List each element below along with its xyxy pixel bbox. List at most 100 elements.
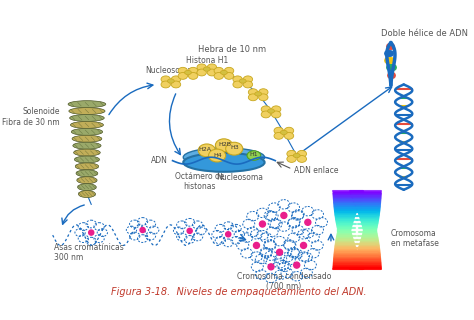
Text: Figura 3-18.  Niveles de empaquetamiento del ADN.: Figura 3-18. Niveles de empaquetamiento … — [110, 287, 366, 297]
Ellipse shape — [73, 142, 101, 149]
Ellipse shape — [161, 76, 171, 83]
Ellipse shape — [171, 76, 181, 83]
Ellipse shape — [73, 142, 101, 149]
Ellipse shape — [71, 122, 103, 128]
Ellipse shape — [268, 109, 274, 113]
Circle shape — [294, 262, 300, 268]
Text: H4: H4 — [214, 153, 222, 158]
Ellipse shape — [239, 79, 246, 83]
Ellipse shape — [188, 67, 198, 74]
Ellipse shape — [272, 111, 281, 118]
Ellipse shape — [78, 184, 96, 191]
Ellipse shape — [233, 76, 242, 83]
Circle shape — [277, 249, 283, 255]
Ellipse shape — [68, 101, 106, 108]
Ellipse shape — [178, 73, 188, 79]
Ellipse shape — [255, 92, 262, 96]
Ellipse shape — [207, 69, 217, 76]
Ellipse shape — [248, 89, 258, 96]
Ellipse shape — [78, 184, 96, 191]
Text: Cromosoma condensado
(700 nm): Cromosoma condensado (700 nm) — [237, 272, 331, 291]
Text: Nucleosoma: Nucleosoma — [145, 66, 192, 75]
Ellipse shape — [68, 101, 106, 108]
Ellipse shape — [224, 73, 234, 79]
Ellipse shape — [74, 156, 100, 163]
Ellipse shape — [214, 67, 224, 74]
Circle shape — [226, 232, 231, 237]
Ellipse shape — [72, 135, 102, 142]
Ellipse shape — [220, 70, 228, 75]
Ellipse shape — [297, 150, 307, 157]
Ellipse shape — [259, 89, 268, 96]
Ellipse shape — [72, 135, 102, 142]
Circle shape — [281, 212, 287, 219]
Ellipse shape — [198, 144, 215, 157]
Ellipse shape — [76, 170, 98, 177]
Ellipse shape — [76, 170, 98, 177]
Text: Solenoide
Fibra de 30 nm: Solenoide Fibra de 30 nm — [2, 107, 60, 127]
Ellipse shape — [77, 177, 97, 184]
Text: H2A: H2A — [199, 147, 211, 152]
Circle shape — [301, 243, 307, 248]
Ellipse shape — [73, 149, 100, 156]
Text: ADN: ADN — [151, 156, 168, 165]
Circle shape — [268, 264, 274, 270]
Ellipse shape — [224, 67, 234, 74]
Text: Doble hélice de ADN: Doble hélice de ADN — [382, 28, 468, 37]
Circle shape — [305, 219, 311, 225]
Circle shape — [140, 228, 145, 233]
Ellipse shape — [259, 94, 268, 101]
Ellipse shape — [171, 81, 181, 88]
Ellipse shape — [77, 177, 97, 184]
Ellipse shape — [293, 153, 300, 158]
Ellipse shape — [167, 79, 174, 83]
Text: ADN enlace: ADN enlace — [294, 166, 338, 175]
Ellipse shape — [284, 127, 294, 134]
Ellipse shape — [73, 149, 100, 156]
Ellipse shape — [233, 81, 242, 88]
Ellipse shape — [184, 70, 191, 75]
Ellipse shape — [261, 106, 271, 113]
Ellipse shape — [248, 94, 258, 101]
Ellipse shape — [226, 142, 243, 155]
Ellipse shape — [247, 151, 261, 160]
Ellipse shape — [188, 73, 198, 79]
Ellipse shape — [261, 111, 271, 118]
Ellipse shape — [70, 115, 104, 121]
Ellipse shape — [75, 163, 99, 170]
Ellipse shape — [70, 115, 104, 121]
Text: Nucleosoma: Nucleosoma — [216, 173, 263, 182]
Ellipse shape — [197, 64, 206, 71]
Text: Cromosoma
en metafase: Cromosoma en metafase — [391, 229, 439, 248]
Ellipse shape — [183, 148, 264, 167]
Ellipse shape — [281, 130, 287, 134]
Text: H1: H1 — [250, 152, 258, 157]
Ellipse shape — [243, 81, 253, 88]
Circle shape — [187, 228, 192, 233]
Text: Asas cromatínicas
300 nm: Asas cromatínicas 300 nm — [55, 243, 124, 262]
Ellipse shape — [297, 156, 307, 162]
Ellipse shape — [74, 156, 100, 163]
Ellipse shape — [287, 150, 296, 157]
Ellipse shape — [75, 163, 99, 170]
Text: H2B: H2B — [219, 142, 231, 147]
Ellipse shape — [272, 106, 281, 113]
Ellipse shape — [178, 67, 188, 74]
Ellipse shape — [79, 191, 95, 197]
Ellipse shape — [161, 81, 171, 88]
Ellipse shape — [71, 128, 102, 135]
Ellipse shape — [284, 132, 294, 139]
Ellipse shape — [214, 73, 224, 79]
Ellipse shape — [79, 191, 95, 197]
Ellipse shape — [274, 127, 283, 134]
Ellipse shape — [209, 149, 226, 162]
Circle shape — [259, 221, 265, 227]
Text: Histona H1: Histona H1 — [186, 56, 228, 65]
Circle shape — [89, 230, 94, 235]
Ellipse shape — [69, 108, 105, 115]
Ellipse shape — [71, 128, 102, 135]
Text: H3: H3 — [231, 145, 239, 150]
Text: Hebra de 10 nm: Hebra de 10 nm — [199, 45, 266, 54]
Text: Octámero de
histonas: Octámero de histonas — [175, 172, 225, 191]
Ellipse shape — [203, 67, 210, 71]
